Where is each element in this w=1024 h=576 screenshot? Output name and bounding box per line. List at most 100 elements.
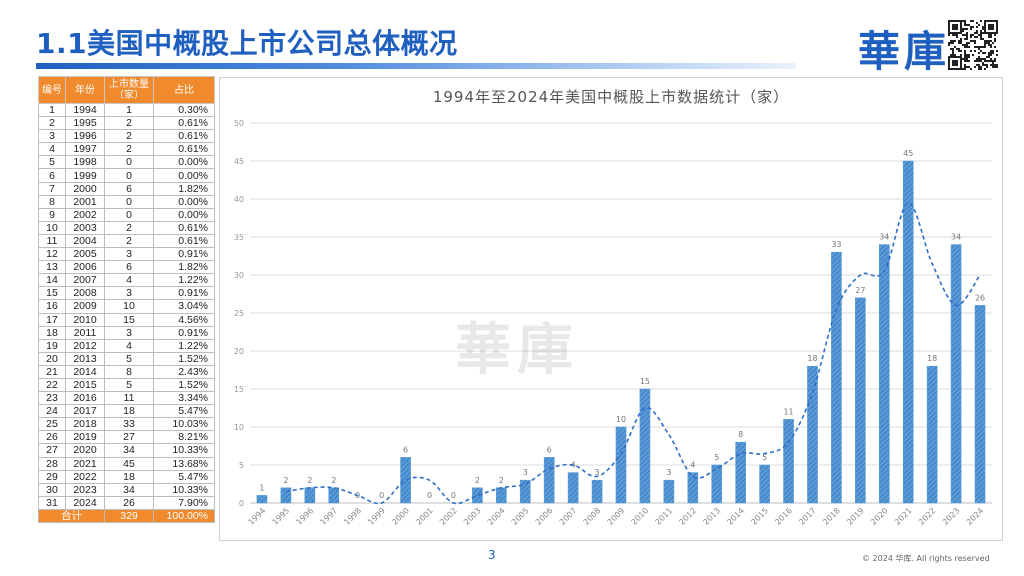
data-label: 5 <box>762 453 767 462</box>
cell-share: 0.61% <box>153 116 215 131</box>
cell-count: 34 <box>104 482 154 497</box>
cell-count: 2 <box>104 116 154 131</box>
cell-count: 0 <box>104 155 154 170</box>
cell-index: 23 <box>38 391 66 406</box>
bar <box>735 441 747 504</box>
cell-index: 15 <box>38 286 66 301</box>
cell-year: 2013 <box>65 351 105 366</box>
cell-share: 1.82% <box>153 181 215 196</box>
x-tick-label: 2000 <box>390 506 411 527</box>
data-label: 34 <box>879 233 889 242</box>
cell-share: 7.90% <box>153 495 215 510</box>
cell-index: 9 <box>38 207 66 222</box>
x-tick-label: 2021 <box>893 506 914 527</box>
data-label: 0 <box>427 491 432 500</box>
x-tick-label: 2024 <box>965 506 986 527</box>
cell-year: 2023 <box>65 482 105 497</box>
bar <box>519 479 531 504</box>
cell-index: 14 <box>38 273 66 288</box>
cell-year: 2004 <box>65 233 105 249</box>
data-label: 0 <box>451 491 456 500</box>
table-row: 1 1994 1 0.30% <box>38 102 215 118</box>
cell-year: 2007 <box>65 273 105 288</box>
bar <box>567 472 579 504</box>
table-total-row: 合计 329 100.00% <box>38 508 215 524</box>
cell-year: 2020 <box>65 443 105 458</box>
cell-year: 2003 <box>65 220 105 235</box>
data-label: 3 <box>595 468 600 477</box>
bar <box>304 487 316 504</box>
header-count: 上市数量（家） <box>104 76 154 104</box>
cell-count: 4 <box>104 338 154 353</box>
data-label: 5 <box>714 453 719 462</box>
cell-year: 2001 <box>65 194 105 209</box>
x-tick-label: 2014 <box>725 506 746 527</box>
cell-year: 2012 <box>65 338 105 353</box>
x-tick-label: 2005 <box>510 506 531 527</box>
cell-index: 26 <box>38 430 66 445</box>
cell-year: 1999 <box>65 168 105 183</box>
cell-year: 1998 <box>65 155 105 170</box>
cell-count: 0 <box>104 194 154 209</box>
cell-index: 27 <box>38 443 66 458</box>
table-row: 29 2022 18 5.47% <box>38 469 215 484</box>
cell-count: 10 <box>104 299 154 314</box>
cell-count: 33 <box>104 417 154 432</box>
header-year: 年份 <box>65 76 105 104</box>
bar <box>615 426 627 504</box>
cell-share: 0.91% <box>153 286 215 301</box>
cell-count: 0 <box>104 168 154 183</box>
x-tick-label: 2006 <box>534 506 555 527</box>
table-row: 18 2011 3 0.91% <box>38 325 215 340</box>
cell-count: 4 <box>104 273 154 288</box>
cell-share: 13.68% <box>153 456 215 471</box>
cell-year: 2002 <box>65 207 105 222</box>
cell-count: 15 <box>104 312 154 327</box>
cell-share: 0.00% <box>153 207 215 222</box>
bar <box>639 388 651 504</box>
table-row: 13 2006 6 1.82% <box>38 260 215 275</box>
cell-index: 22 <box>38 377 66 393</box>
bar <box>663 479 675 504</box>
bar <box>256 495 268 504</box>
cell-count: 5 <box>104 351 154 366</box>
cell-year: 2024 <box>65 495 105 510</box>
cell-year: 2018 <box>65 417 105 432</box>
table-row: 24 2017 18 5.47% <box>38 404 215 419</box>
cell-index: 10 <box>38 220 66 235</box>
cell-index: 20 <box>38 351 66 366</box>
table-row: 15 2008 3 0.91% <box>38 286 215 301</box>
cell-count: 0 <box>104 207 154 222</box>
cell-count: 34 <box>104 443 154 458</box>
header-index: 编号 <box>38 76 66 104</box>
x-tick-label: 2019 <box>845 506 866 527</box>
table-row: 3 1996 2 0.61% <box>38 129 215 144</box>
x-tick-label: 2017 <box>797 506 818 527</box>
bar <box>950 244 962 504</box>
cell-share: 1.22% <box>153 273 215 288</box>
table-row: 10 2003 2 0.61% <box>38 220 215 235</box>
brand-logo: 華庫 <box>858 27 951 76</box>
data-label: 27 <box>855 286 865 295</box>
cell-index: 19 <box>38 338 66 353</box>
data-label: 10 <box>616 415 626 424</box>
x-tick-label: 1996 <box>294 506 315 527</box>
cell-share: 1.82% <box>153 260 215 275</box>
x-tick-label: 2002 <box>438 506 459 527</box>
table-row: 25 2018 33 10.03% <box>38 417 215 432</box>
y-tick-label: 20 <box>234 347 244 356</box>
total-share: 100.00% <box>153 508 215 524</box>
cell-index: 5 <box>38 155 66 170</box>
cell-index: 11 <box>38 233 66 249</box>
cell-share: 4.56% <box>153 312 215 327</box>
table-row: 5 1998 0 0.00% <box>38 155 215 170</box>
bar <box>783 419 794 504</box>
cell-share: 0.91% <box>153 325 215 340</box>
x-tick-label: 2015 <box>749 506 770 527</box>
x-tick-label: 2013 <box>701 506 722 527</box>
x-tick-label: 2023 <box>941 506 962 527</box>
table-row: 30 2023 34 10.33% <box>38 482 215 497</box>
data-label: 11 <box>783 407 793 416</box>
cell-index: 3 <box>38 129 66 144</box>
cell-index: 8 <box>38 194 66 209</box>
